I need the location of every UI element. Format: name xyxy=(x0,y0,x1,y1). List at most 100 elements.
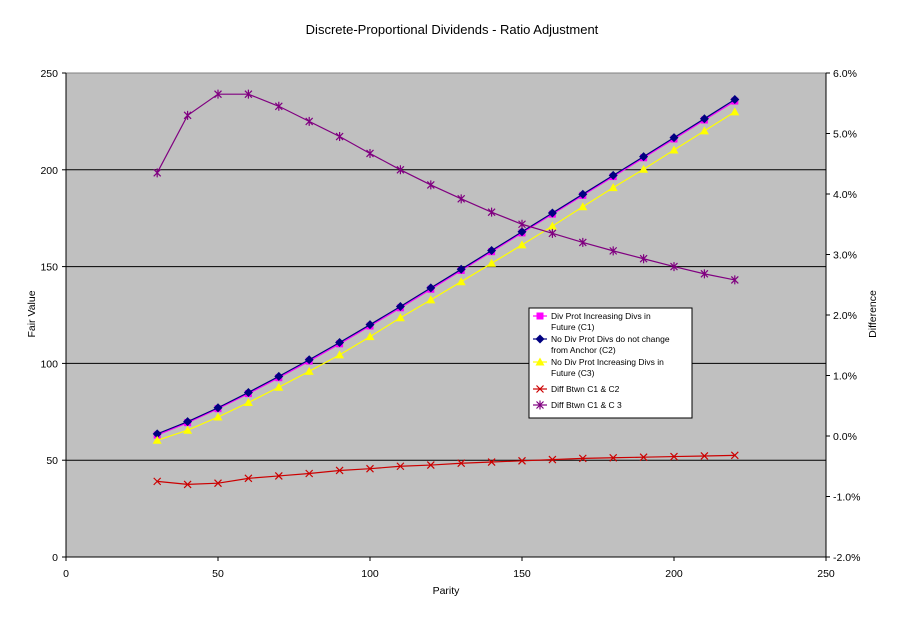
legend-item: Diff Btwn C1 & C2 xyxy=(533,384,620,394)
series-4-point xyxy=(335,466,344,475)
x-tick-label: 50 xyxy=(212,568,224,580)
series-4-point xyxy=(578,454,587,463)
series-2-point xyxy=(365,320,375,330)
series-5-point xyxy=(274,101,283,111)
legend-label: from Anchor (C2) xyxy=(551,345,616,355)
legend-label: Div Prot Increasing Divs in xyxy=(551,311,651,321)
legend-item: Diff Btwn C1 & C 3 xyxy=(533,400,622,410)
series-5-point xyxy=(335,132,344,142)
series-3-point xyxy=(274,382,284,391)
series-5-point xyxy=(183,110,192,120)
series-4-point xyxy=(700,452,709,460)
series-2-point xyxy=(487,246,497,256)
legend-swatch-marker xyxy=(536,312,544,320)
series-4 xyxy=(153,451,739,489)
series-5-point xyxy=(609,246,618,256)
y-tick-label: 50 xyxy=(46,455,58,467)
series-4-point xyxy=(366,464,374,473)
series-4-point xyxy=(487,458,496,466)
legend-label: Future (C3) xyxy=(551,368,595,378)
legend-label: Future (C1) xyxy=(551,322,595,332)
series-3-point xyxy=(730,107,740,116)
series-5-point xyxy=(639,254,648,264)
series-2-point xyxy=(426,283,436,293)
series-4-point xyxy=(457,459,466,468)
legend-label: Diff Btwn C1 & C2 xyxy=(551,384,620,394)
series-3-point xyxy=(578,202,588,211)
series-4-point xyxy=(639,453,648,462)
series-3-point xyxy=(699,126,709,135)
y2-tick-label: 4.0% xyxy=(833,189,857,201)
series-4-point xyxy=(518,456,526,465)
series-5-point xyxy=(426,180,435,190)
series-4-point xyxy=(396,462,405,471)
y-tick-label: 200 xyxy=(40,165,58,177)
series-5-point xyxy=(578,237,587,247)
series-2-point xyxy=(669,133,679,143)
legend-swatch-marker xyxy=(535,357,545,366)
series-2-point xyxy=(304,355,314,365)
series-5-point xyxy=(457,194,466,204)
x-tick-label: 150 xyxy=(513,568,531,580)
series-5-point xyxy=(214,89,222,99)
y2-tick-label: -2.0% xyxy=(833,552,860,564)
series-2-point xyxy=(183,417,193,427)
series-3-point xyxy=(669,145,679,154)
series-2-point xyxy=(213,403,223,413)
series-2-point xyxy=(274,371,284,381)
x-tick-label: 200 xyxy=(665,568,683,580)
series-3-point xyxy=(487,258,497,267)
series-3-point xyxy=(426,295,436,304)
legend-label: No Div Prot Divs do not change xyxy=(551,334,670,344)
series-4-point xyxy=(244,474,253,483)
series-4-point xyxy=(153,477,162,486)
series-4-point xyxy=(214,479,222,488)
x-tick-label: 100 xyxy=(361,568,379,580)
series-5-point xyxy=(305,116,314,126)
series-3-point xyxy=(183,425,193,434)
series-4-point xyxy=(305,469,314,478)
series-2-point xyxy=(517,227,527,237)
y2-axis-title: Difference xyxy=(867,290,879,338)
series-2-point xyxy=(243,387,253,397)
legend-box xyxy=(528,307,693,419)
series-5 xyxy=(153,89,739,285)
series-5-point xyxy=(153,168,162,178)
chart-title: Discrete-Proportional Dividends - Ratio … xyxy=(306,22,599,37)
y2-tick-label: 1.0% xyxy=(833,371,857,383)
series-3-point xyxy=(213,412,223,421)
y2-tick-label: 3.0% xyxy=(833,250,857,262)
series-5-point xyxy=(700,269,709,279)
series-1-line xyxy=(156,100,736,436)
y-tick-label: 0 xyxy=(52,552,58,564)
series-5-point xyxy=(518,219,526,229)
series-5-point xyxy=(244,89,253,99)
series-4-point xyxy=(609,453,618,462)
series-3-point xyxy=(517,240,527,249)
series-4-point xyxy=(426,461,435,469)
series-5-point xyxy=(730,275,739,285)
y2-tick-label: -1.0% xyxy=(833,492,860,504)
series-3-point xyxy=(608,183,618,192)
y-tick-label: 150 xyxy=(40,262,58,274)
series-3-point xyxy=(152,435,162,444)
series-2-point xyxy=(699,114,709,124)
series-2-point xyxy=(152,429,162,439)
series-2-point xyxy=(639,152,649,162)
series-4-point xyxy=(670,452,678,461)
series-2-point xyxy=(335,337,345,347)
series-4-point xyxy=(183,480,192,489)
legend-label: No Div Prot Increasing Divs in xyxy=(551,357,664,367)
series-3-point xyxy=(304,366,314,375)
legend-swatch-marker xyxy=(536,385,544,393)
series-2-point xyxy=(578,189,588,199)
x-axis-title: Parity xyxy=(433,585,461,597)
series-3-point xyxy=(243,398,253,407)
series-5-point xyxy=(670,262,678,272)
